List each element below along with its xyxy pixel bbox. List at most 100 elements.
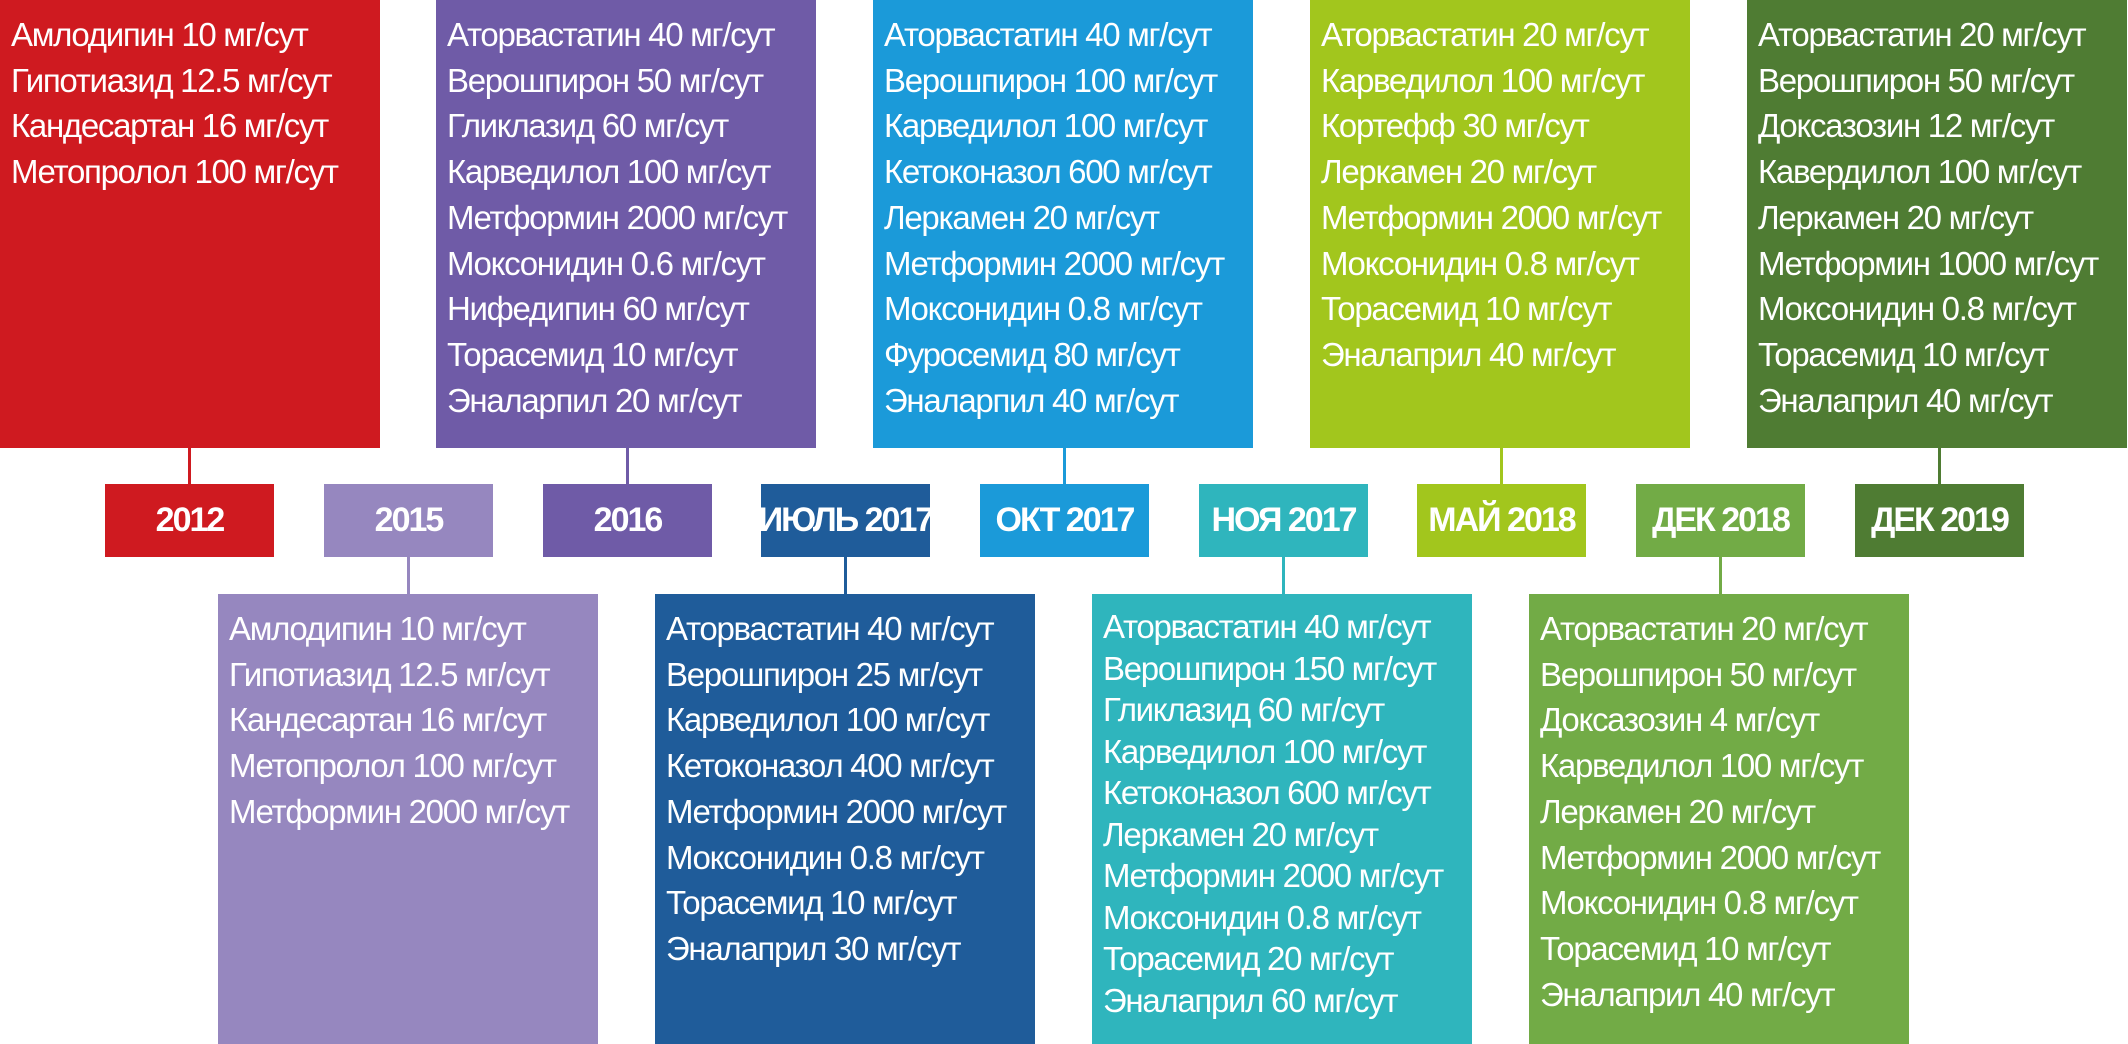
medication-item: Торасемид 10 мг/сут — [1540, 929, 1832, 967]
medication-item: Торасемид 10 мг/сут — [1758, 335, 2050, 373]
medication-box: Аторвастатин 40 мг/сут Верошпирон 150 мг/… — [1092, 594, 1472, 1044]
date-label: ДЕК 2018 — [1636, 484, 1805, 557]
medication-item: Моксонидин 0.8 мг/сут — [884, 290, 1203, 328]
medication-box: Аторвастатин 20 мг/сут Верошпирон 50 мг/с… — [1747, 0, 2127, 448]
connector-line — [1719, 557, 1722, 594]
medication-item: Аторвастатин 40 мг/сут — [884, 16, 1213, 53]
date-label: 2016 — [543, 484, 712, 557]
medication-item: Кетоконазол 400 мг/сут — [666, 747, 995, 785]
date-label: МАЙ 2018 — [1417, 484, 1586, 557]
medication-item: Метопролол 100 мг/сут — [11, 153, 339, 191]
medication-box: Амлодипин 10 мг/сут Гипотиазид 12.5 мг/су… — [218, 594, 598, 1044]
connector-line — [1500, 448, 1503, 484]
medication-list: Аторвастатин 40 мг/сут Верошпирон 25 мг/с… — [666, 606, 1035, 972]
connector-line — [844, 557, 847, 594]
medication-item: Кетоконазол 600 мг/сут — [884, 153, 1213, 191]
medication-item: Метопролол 100 мг/сут — [229, 747, 557, 785]
connector-line — [626, 448, 629, 484]
date-label: НОЯ 2017 — [1199, 484, 1368, 557]
medication-item: Леркамен 20 мг/сут — [884, 198, 1160, 236]
medication-list: Аторвастатин 20 мг/сут Карведилол 100 мг/… — [1321, 12, 1690, 378]
medication-box: Аторвастатин 20 мг/сут Верошпирон 50 мг/с… — [1529, 594, 1909, 1044]
medication-item: Кортефф 30 мг/сут — [1321, 107, 1590, 145]
date-label: ДЕК 2019 — [1855, 484, 2024, 557]
medication-item: Эналаприл 30 мг/сут — [666, 929, 961, 967]
medication-item: Аторвастатин 40 мг/сут — [666, 610, 995, 647]
medication-item: Торасемид 10 мг/сут — [1321, 290, 1613, 328]
medication-item: Леркамен 20 мг/сут — [1758, 198, 2034, 236]
medication-item: Метформин 2000 мг/сут — [1103, 857, 1444, 894]
medication-item: Торасемид 10 мг/сут — [666, 884, 958, 922]
medication-item: Моксонидин 0.8 мг/сут — [1321, 244, 1640, 282]
date-label: ИЮЛЬ 2017 — [759, 484, 934, 557]
medication-item: Метформин 2000 мг/сут — [1540, 838, 1881, 876]
connector-line — [1938, 448, 1941, 484]
medication-item: Гликлазид 60 мг/сут — [447, 107, 729, 145]
medication-item: Эналарпил 40 мг/сут — [884, 381, 1179, 419]
medication-item: Метформин 2000 мг/сут — [884, 244, 1225, 282]
medication-item: Леркамен 20 мг/сут — [1321, 153, 1597, 191]
medication-item: Аторвастатин 40 мг/сут — [1103, 608, 1432, 645]
medication-item: Моксонидин 0.8 мг/сут — [1540, 884, 1859, 922]
medication-item: Моксонидин 0.8 мг/сут — [1103, 898, 1422, 936]
medication-item: Моксонидин 0.8 мг/сут — [666, 838, 985, 876]
connector-line — [407, 557, 410, 594]
medication-item: Аторвастатин 20 мг/сут — [1540, 610, 1869, 647]
medication-item: Кетоконазол 600 мг/сут — [1103, 774, 1432, 811]
medication-item: Метформин 2000 мг/сут — [447, 198, 788, 236]
medication-item: Леркамен 20 мг/сут — [1103, 815, 1379, 853]
medication-item: Торасемид 10 мг/сут — [447, 335, 739, 373]
medication-item: Торасемид 20 мг/сут — [1103, 940, 1395, 977]
medication-list: Аторвастатин 20 мг/сут Верошпирон 50 мг/с… — [1540, 606, 1909, 1017]
medication-item: Моксонидин 0.8 мг/сут — [1758, 290, 2077, 328]
medication-item: Карведилол 100 мг/сут — [1103, 732, 1427, 770]
connector-line — [1063, 448, 1066, 484]
medication-box: Аторвастатин 40 мг/сут Верошпирон 25 мг/с… — [655, 594, 1035, 1044]
medication-list: Аторвастатин 40 мг/сут Верошпирон 150 мг/… — [1103, 606, 1472, 1021]
date-label: 2015 — [324, 484, 493, 557]
medication-item: Эналаприл 40 мг/сут — [1540, 975, 1835, 1013]
medication-item: Леркамен 20 мг/сут — [1540, 792, 1816, 830]
medication-item: Аторвастатин 20 мг/сут — [1758, 16, 2087, 53]
medication-list: Аторвастатин 20 мг/сут Верошпирон 50 мг/с… — [1758, 12, 2127, 423]
medication-item: Аторвастатин 20 мг/сут — [1321, 16, 1650, 53]
medication-item: Метформин 2000 мг/сут — [1321, 198, 1662, 236]
medication-item: Карведилол 100 мг/сут — [884, 107, 1208, 145]
medication-item: Карведилол 100 мг/сут — [447, 153, 771, 191]
medication-item: Эналаприл 40 мг/сут — [1321, 335, 1616, 373]
medication-item: Доксазозин 12 мг/сут — [1758, 107, 2055, 145]
medication-item: Метформин 2000 мг/сут — [666, 792, 1007, 830]
medication-item: Кандесартан 16 мг/сут — [229, 701, 547, 739]
medication-item: Эналарпил 20 мг/сут — [447, 381, 742, 419]
medication-item: Гипотиазид 12.5 мг/сут — [11, 61, 333, 99]
medication-item: Эналаприл 60 мг/сут — [1103, 981, 1398, 1019]
medication-item: Метформин 2000 мг/сут — [229, 792, 570, 830]
medication-item: Доксазозин 4 мг/сут — [1540, 701, 1820, 739]
medication-item: Карведилол 100 мг/сут — [1321, 61, 1645, 99]
medication-box: Аторвастатин 40 мг/сут Верошпирон 100 мг/… — [873, 0, 1253, 448]
connector-line — [1282, 557, 1285, 594]
medication-item: Верошпирон 100 мг/сут — [884, 61, 1218, 99]
medication-list: Амлодипин 10 мг/сут Гипотиазид 12.5 мг/су… — [229, 606, 598, 835]
medication-box: Аторвастатин 20 мг/сут Карведилол 100 мг/… — [1310, 0, 1690, 448]
medication-item: Гипотиазид 12.5 мг/сут — [229, 655, 551, 693]
medication-item: Метформин 1000 мг/сут — [1758, 244, 2099, 282]
medication-item: Гликлазид 60 мг/сут — [1103, 691, 1385, 728]
medication-box: Амлодипин 10 мг/сут Гипотиазид 12.5 мг/су… — [0, 0, 380, 448]
medication-item: Амлодипин 10 мг/сут — [11, 16, 309, 53]
medication-item: Верошпирон 25 мг/сут — [666, 655, 983, 693]
medication-item: Аторвастатин 40 мг/сут — [447, 16, 776, 53]
medication-item: Амлодипин 10 мг/сут — [229, 610, 527, 647]
medication-item: Нифедипин 60 мг/сут — [447, 290, 750, 328]
medication-item: Карведилол 100 мг/сут — [666, 701, 990, 739]
medication-item: Верошпирон 50 мг/сут — [1758, 61, 2075, 99]
medication-item: Кандесартан 16 мг/сут — [11, 107, 329, 145]
date-label: ОКТ 2017 — [980, 484, 1149, 557]
medication-item: Верошпирон 150 мг/сут — [1103, 649, 1437, 687]
medication-list: Аторвастатин 40 мг/сут Верошпирон 100 мг/… — [884, 12, 1253, 423]
medication-item: Эналаприл 40 мг/сут — [1758, 381, 2053, 419]
medication-item: Кавердилол 100 мг/сут — [1758, 153, 2082, 191]
medication-item: Карведилол 100 мг/сут — [1540, 747, 1864, 785]
medication-item: Моксонидин 0.6 мг/сут — [447, 244, 766, 282]
